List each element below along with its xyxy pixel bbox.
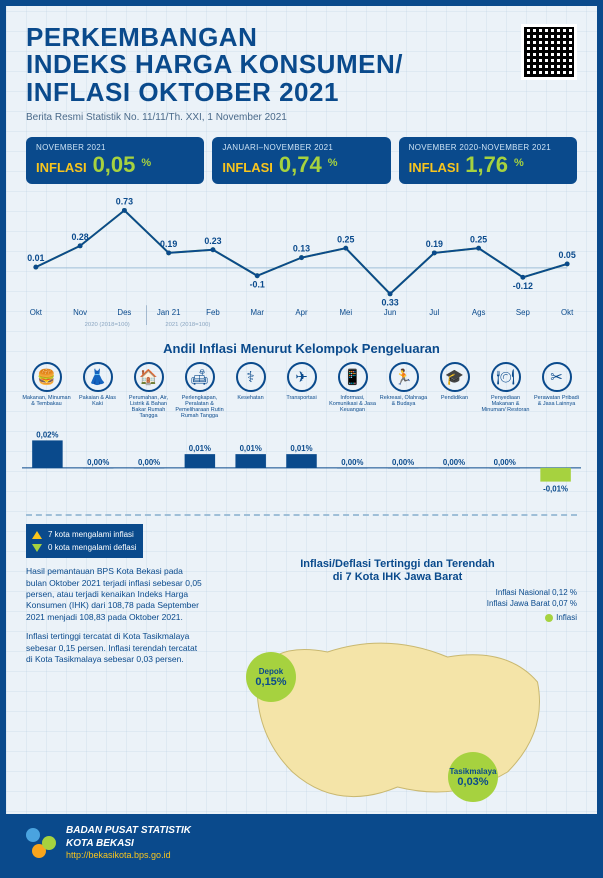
groups-title: Andil Inflasi Menurut Kelompok Pengeluar… [6,341,597,356]
line-chart: 0.01 0.28 0.73 0.19 0.23 -0.1 0.13 0.25 0.33 0.19… [6,184,597,335]
svg-text:0,00%: 0,00% [341,458,363,467]
page-subtitle: Berita Resmi Statistik No. 11/11/Th. XXI… [26,112,577,123]
map-subtitle: Inflasi Nasional 0,12 %Inflasi Jawa Bara… [218,588,577,609]
qr-code [521,24,577,80]
svg-text:0,00%: 0,00% [443,458,465,467]
svg-text:Jun: Jun [384,308,397,317]
svg-text:Jan 21: Jan 21 [157,308,181,317]
group-icon: 🍽Penyediaan Makanan & Minuman/ Restoran [481,362,530,419]
svg-text:0.19: 0.19 [426,239,443,249]
svg-text:-0.1: -0.1 [250,279,265,289]
svg-text:Jul: Jul [429,308,439,317]
svg-text:2021 (2018=100): 2021 (2018=100) [165,322,210,328]
svg-text:Okt: Okt [561,308,574,317]
svg-text:Ags: Ags [472,308,486,317]
divider [26,514,577,516]
svg-text:Mar: Mar [250,308,264,317]
svg-text:0,01%: 0,01% [290,444,312,453]
svg-text:0.23: 0.23 [204,236,221,246]
svg-text:0,02%: 0,02% [36,431,58,440]
group-icon: 🏃Rekreasi, Olahraga & Budaya [379,362,428,419]
group-icon: 👗Pakaian & Alas Kaki [73,362,122,419]
svg-text:0.73: 0.73 [116,196,133,206]
svg-text:0.28: 0.28 [72,232,89,242]
group-icon: ✈Transportasi [277,362,326,419]
footer: BADAN PUSAT STATISTIKKOTA BEKASI http://… [6,814,597,872]
map: Depok0,15% Tasikmalaya0,03% [218,622,577,822]
svg-text:0.01: 0.01 [27,253,44,263]
narrative-text: Hasil pemantauan BPS Kota Bekasi pada bu… [26,558,206,822]
group-icon: 🎓Pendidikan [430,362,479,419]
svg-text:0,00%: 0,00% [138,458,160,467]
svg-text:2020 (2018=100): 2020 (2018=100) [85,322,130,328]
svg-text:Nov: Nov [73,308,87,317]
svg-text:0.25: 0.25 [470,234,487,244]
svg-text:Feb: Feb [206,308,220,317]
map-legend: Inflasi [218,613,577,622]
group-bars: 0,02% 0,00% 0,00% 0,01% 0,01% 0,01% 0,00% 0,00%… [6,419,597,506]
group-icons: 🍔Makanan, Minuman & Tembakau 👗Pakaian & … [6,356,597,419]
group-icon: 🏠Perumahan, Air, Listrik & Bahan Bakar R… [124,362,173,419]
svg-text:0.05: 0.05 [559,250,576,260]
map-callout: Depok0,15% [246,652,296,702]
svg-text:0,00%: 0,00% [392,458,414,467]
svg-text:Sep: Sep [516,308,531,317]
svg-text:0,00%: 0,00% [494,458,516,467]
svg-text:Mei: Mei [339,308,352,317]
svg-text:0,01%: 0,01% [240,444,262,453]
svg-text:Apr: Apr [295,308,308,317]
summary-box: JANUARI–NOVEMBER 2021 INFLASI0,74% [212,137,390,184]
group-icon: ✂Perawatan Pribadi & Jasa Lainnya [532,362,581,419]
group-icon: 🍔Makanan, Minuman & Tembakau [22,362,71,419]
svg-text:0.25: 0.25 [337,234,354,244]
svg-text:0.19: 0.19 [160,239,177,249]
summary-box: NOVEMBER 2021 INFLASI0,05% [26,137,204,184]
map-title: Inflasi/Deflasi Tertinggi dan Terendahdi… [218,558,577,584]
svg-text:Des: Des [117,308,131,317]
svg-text:0,00%: 0,00% [87,458,109,467]
summary-boxes: NOVEMBER 2021 INFLASI0,05% JANUARI–NOVEM… [6,131,597,184]
group-icon: 🛋Perlengkapan, Peralatan & Pemeliharaan … [175,362,224,419]
triangle-down-icon [32,544,42,552]
group-icon: 📱Informasi, Komunikasi & Jasa Keuangan [328,362,377,419]
city-legend: 7 kota mengalami inflasi 0 kota mengalam… [26,524,143,558]
map-callout: Tasikmalaya0,03% [448,752,498,802]
group-icon: ⚕Kesehatan [226,362,275,419]
svg-text:Okt: Okt [30,308,43,317]
svg-text:0.13: 0.13 [293,244,310,254]
page-title: PERKEMBANGAN INDEKS HARGA KONSUMEN/ INFL… [26,24,577,106]
svg-text:0,01%: 0,01% [189,444,211,453]
summary-box: NOVEMBER 2020-NOVEMBER 2021 INFLASI1,76% [399,137,577,184]
bps-logo-icon [26,828,56,858]
svg-text:-0,01%: -0,01% [543,484,568,493]
triangle-up-icon [32,531,42,539]
svg-text:-0.12: -0.12 [513,281,533,291]
svg-text:0.33: 0.33 [381,298,398,308]
